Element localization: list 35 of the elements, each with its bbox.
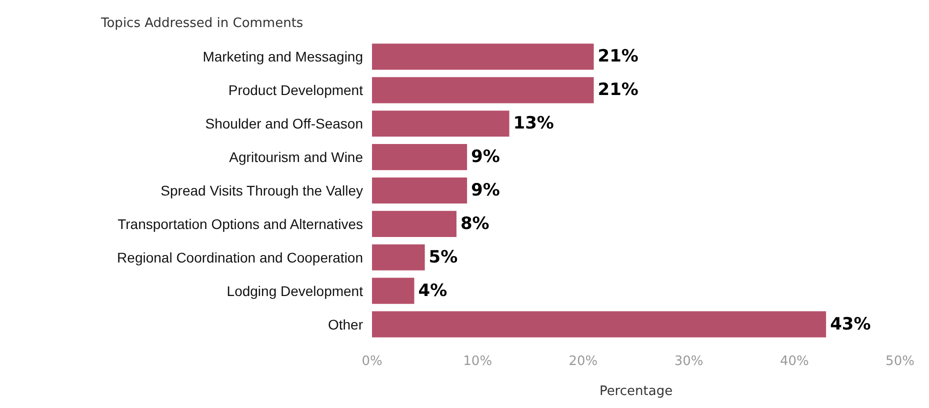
bar: [372, 44, 594, 70]
y-tick-label: Transportation Options and Alternatives: [118, 216, 363, 232]
bar: [372, 144, 468, 170]
data-label: 43%: [830, 314, 871, 334]
data-label: 13%: [513, 114, 554, 134]
bar: [372, 210, 456, 237]
bar: [372, 311, 826, 338]
y-tick-label: Regional Coordination and Cooperation: [117, 249, 363, 266]
data-label: 9%: [471, 147, 500, 168]
data-label: 8%: [460, 214, 490, 234]
x-axis-title: Percentage: [599, 384, 673, 399]
bar: [372, 177, 468, 204]
y-tick-label: Product Development: [228, 82, 364, 98]
data-label: 4%: [418, 280, 448, 301]
data-label: 21%: [598, 46, 638, 67]
x-tick-label: 40%: [780, 354, 809, 369]
bar: [372, 244, 425, 270]
data-label: 5%: [428, 247, 458, 268]
y-tick-label: Other: [328, 316, 364, 332]
x-tick-label: 20%: [568, 354, 598, 369]
bar: [372, 77, 594, 104]
bar: [372, 110, 510, 137]
x-tick-label: 0%: [362, 354, 382, 369]
data-label: 21%: [598, 80, 638, 100]
x-tick-label: 50%: [886, 354, 914, 369]
y-tick-label: Spread Visits Through the Valley: [160, 182, 363, 198]
y-tick-label: Marketing and Messaging: [202, 48, 363, 65]
x-tick-label: 30%: [674, 354, 704, 369]
x-tick-label: 10%: [463, 354, 492, 369]
y-tick-label: Shoulder and Off-Season: [205, 116, 363, 132]
y-tick-label: Agritourism and Wine: [229, 149, 364, 166]
bar: [372, 278, 414, 304]
data-label: 9%: [471, 180, 500, 200]
y-tick-label: Lodging Development: [226, 282, 364, 299]
y-axis-title: Topics Addressed in Comments: [100, 16, 304, 31]
